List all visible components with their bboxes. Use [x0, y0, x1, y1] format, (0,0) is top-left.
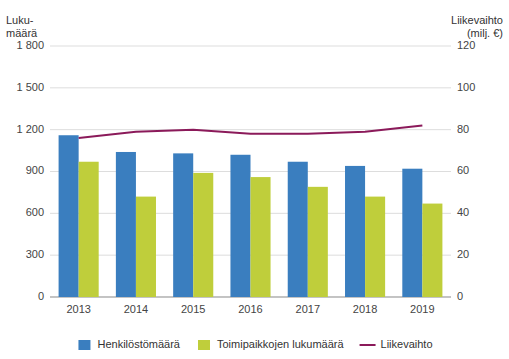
legend-swatch	[360, 344, 376, 346]
y2-axis-label: Liikevaihto(milj. €)	[451, 14, 503, 39]
bar	[59, 135, 79, 297]
legend-item: Toimipaikkojen lukumäärä	[198, 338, 344, 350]
y2-tick-label: 120	[457, 39, 475, 51]
y2-tick-label: 0	[457, 290, 463, 302]
y-tick-label: 900	[26, 164, 44, 176]
y-tick-label: 1 500	[16, 81, 44, 93]
marks	[59, 125, 443, 297]
y-tick-label: 600	[26, 206, 44, 218]
x-tick-label: 2016	[238, 303, 262, 315]
bar	[365, 197, 385, 297]
legend-label: Henkilöstömäärä	[97, 338, 180, 350]
bar	[193, 173, 213, 297]
grid-line	[50, 87, 451, 88]
x-tick-label: 2019	[410, 303, 434, 315]
y-tick-label: 1 200	[16, 123, 44, 135]
bar	[308, 187, 328, 297]
x-tick-label: 2013	[66, 303, 90, 315]
bar	[288, 162, 308, 297]
x-tick-label: 2015	[181, 303, 205, 315]
legend-item: Liikevaihto	[360, 338, 433, 350]
legend-label: Liikevaihto	[381, 338, 433, 350]
y2-tick-label: 40	[457, 206, 469, 218]
bar	[251, 177, 271, 297]
legend-swatch	[198, 340, 210, 350]
grid-line	[50, 46, 451, 47]
bar	[230, 155, 250, 297]
y2-tick-label: 20	[457, 248, 469, 260]
y2-tick-label: 60	[457, 164, 469, 176]
legend-swatch	[78, 340, 90, 350]
line	[79, 125, 423, 138]
y-tick-label: 1 800	[16, 39, 44, 51]
bar	[136, 197, 156, 297]
axes: 0 300 600 900 1 200 1 500 1 800 0 20 40 60 80 100 120…	[16, 39, 475, 315]
grid	[50, 46, 451, 297]
y2-tick-label: 80	[457, 123, 469, 135]
chart: 0 300 600 900 1 200 1 500 1 800 0 20 40 60 80 100 120…	[0, 0, 509, 359]
bar	[345, 166, 365, 297]
y-tick-label: 300	[26, 248, 44, 260]
x-tick-label: 2018	[353, 303, 377, 315]
bar	[422, 204, 442, 297]
legend: Henkilöstömäärä Toimipaikkojen lukumäärä L…	[78, 338, 432, 350]
x-tick-label: 2014	[124, 303, 148, 315]
legend-label: Toimipaikkojen lukumäärä	[217, 338, 344, 350]
legend-item: Henkilöstömäärä	[78, 338, 180, 350]
x-tick-label: 2017	[296, 303, 320, 315]
bar	[402, 169, 422, 297]
bar	[116, 152, 136, 297]
bar	[173, 153, 193, 297]
bar	[79, 162, 99, 297]
y-tick-label: 0	[38, 290, 44, 302]
y2-tick-label: 100	[457, 81, 475, 93]
y-axis-label: Luku-määrä	[6, 14, 38, 39]
